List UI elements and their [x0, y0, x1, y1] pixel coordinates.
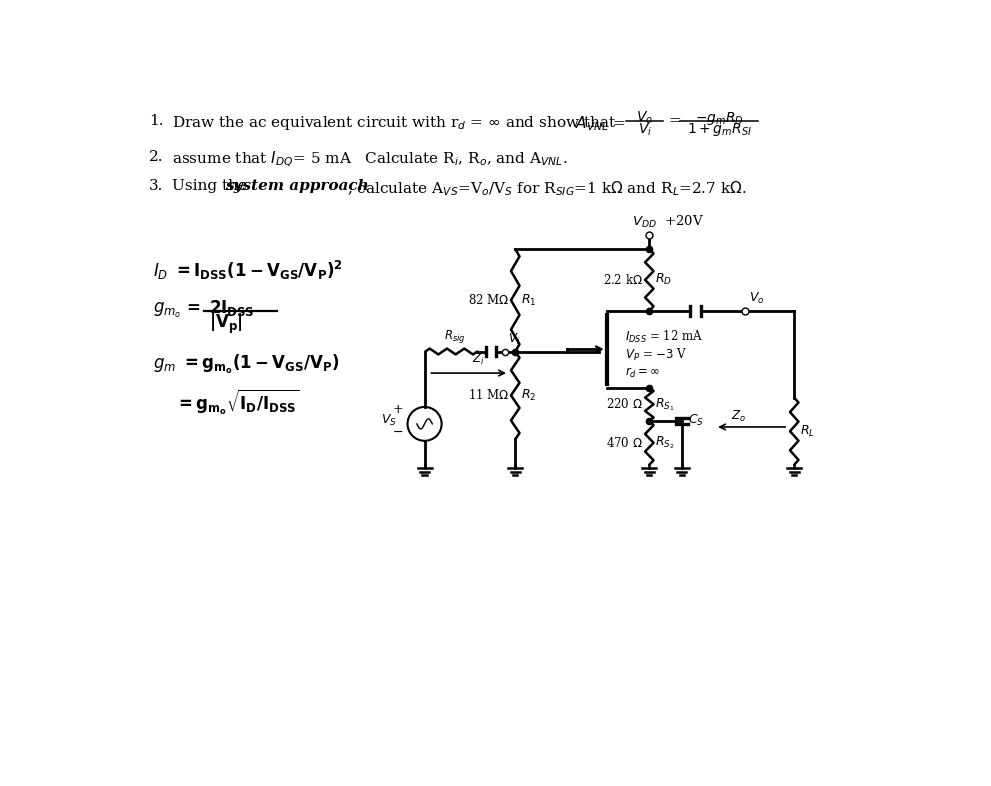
- Text: $\mathbf{|V_p|}$: $\mathbf{|V_p|}$: [209, 312, 243, 336]
- Text: , calculate A$_{VS}$=V$_o$/V$_S$ for R$_{SIG}$=1 k$\Omega$ and R$_L$=2.7 k$\Omeg: , calculate A$_{VS}$=V$_o$/V$_S$ for R$_…: [347, 179, 746, 198]
- Text: 3.: 3.: [149, 179, 164, 193]
- Text: $V_o$: $V_o$: [748, 291, 764, 306]
- Text: 82 M$\Omega$: 82 M$\Omega$: [468, 293, 509, 307]
- Text: Using the: Using the: [171, 179, 252, 193]
- Text: $V_P$ = $-3$ V: $V_P$ = $-3$ V: [625, 347, 688, 363]
- Text: $-g_m R_D$: $-g_m R_D$: [695, 110, 743, 127]
- Text: $\boldsymbol{A_{VNL}}$ =: $\boldsymbol{A_{VNL}}$ =: [575, 114, 626, 133]
- Text: 470 $\Omega$: 470 $\Omega$: [606, 435, 643, 450]
- Text: $R_D$: $R_D$: [655, 272, 672, 288]
- Text: 2.: 2.: [149, 150, 164, 163]
- Text: $r_d = \infty$: $r_d = \infty$: [625, 366, 661, 380]
- Text: $V_{DD}$  +20V: $V_{DD}$ +20V: [632, 214, 705, 230]
- Text: =: =: [668, 114, 681, 128]
- Text: $\mathbf{= g_{m_o}\sqrt{I_D/I_{DSS}}}$: $\mathbf{= g_{m_o}\sqrt{I_D/I_{DSS}}}$: [175, 387, 299, 417]
- Text: 11 M$\Omega$: 11 M$\Omega$: [468, 388, 509, 402]
- Text: assume that $I_{DQ}$= 5 mA   Calculate R$_i$, R$_o$, and A$_{VNL}$.: assume that $I_{DQ}$= 5 mA Calculate R$_…: [171, 150, 568, 169]
- Text: system approach: system approach: [225, 179, 369, 193]
- Text: $\mathbf{\it{I_D}}$ $\mathbf{= I_{DSS}(1 - V_{GS}/V_P)^2}$: $\mathbf{\it{I_D}}$ $\mathbf{= I_{DSS}(1…: [154, 259, 343, 282]
- Text: $Z_o$: $Z_o$: [731, 409, 746, 424]
- Text: $V_o$: $V_o$: [636, 110, 653, 126]
- Text: 220 $\Omega$: 220 $\Omega$: [606, 397, 643, 411]
- Text: $I_{DSS}$ = 12 mA: $I_{DSS}$ = 12 mA: [625, 329, 704, 345]
- Text: 1.: 1.: [149, 114, 164, 128]
- Text: $\mathbf{2I_{DSS}}$: $\mathbf{2I_{DSS}}$: [209, 298, 255, 318]
- Text: $V_S$: $V_S$: [381, 413, 396, 428]
- Text: Draw the ac equivalent circuit with r$_d$ = $\infty$ and show that: Draw the ac equivalent circuit with r$_d…: [171, 114, 616, 132]
- Text: $R_2$: $R_2$: [520, 387, 536, 403]
- Text: $R_L$: $R_L$: [800, 424, 815, 439]
- Text: $V_i$: $V_i$: [637, 121, 652, 138]
- Text: $R_{sig}$: $R_{sig}$: [444, 328, 466, 344]
- Text: $\mathbf{\it{g_{m_o}}}$ =: $\mathbf{\it{g_{m_o}}}$ =: [154, 301, 201, 320]
- Text: $R_1$: $R_1$: [520, 292, 536, 308]
- Text: $C_S$: $C_S$: [688, 413, 704, 428]
- Text: $V_i$: $V_i$: [508, 332, 520, 347]
- Text: 2.2 k$\Omega$: 2.2 k$\Omega$: [604, 273, 643, 287]
- Text: $R_{S_2}$: $R_{S_2}$: [655, 435, 674, 451]
- Text: $\mathbf{\it{g_m}}$ $\mathbf{= g_{m_o}(1 - V_{GS}/V_P)}$: $\mathbf{\it{g_m}}$ $\mathbf{= g_{m_o}(1…: [154, 353, 340, 376]
- Text: $1 + g_m R_{SI}$: $1 + g_m R_{SI}$: [687, 121, 751, 138]
- Text: +: +: [392, 403, 403, 416]
- Text: $R_{S_1}$: $R_{S_1}$: [655, 396, 674, 413]
- Text: $-$: $-$: [391, 424, 403, 438]
- Text: $Z_i$: $Z_i$: [473, 352, 485, 367]
